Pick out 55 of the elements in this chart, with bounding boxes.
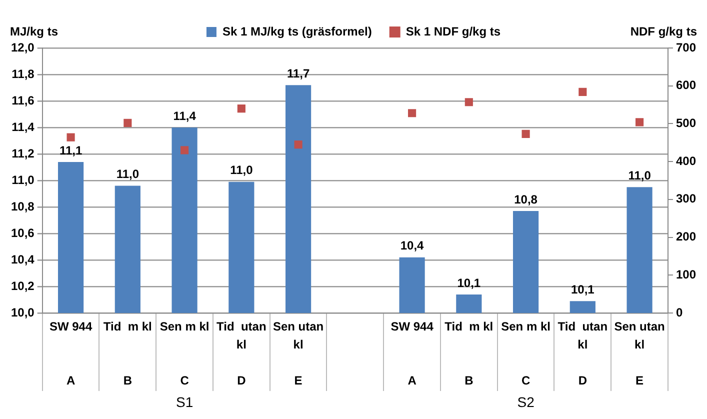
category-label: SW 944 A	[390, 319, 434, 388]
text: S1	[176, 394, 194, 410]
y2-tick-label: 200	[676, 230, 696, 244]
point	[124, 118, 132, 127]
data-label: 11,0	[628, 168, 652, 182]
y2-tick-label: 100	[676, 267, 696, 282]
point	[294, 140, 302, 149]
y2-tick-label: 500	[676, 116, 696, 130]
data-label: 10,4	[400, 238, 424, 253]
y2-axis-title: NDF g/kg ts	[630, 24, 698, 38]
data-label: 11,1	[59, 143, 82, 158]
y-tick-label: 11,6	[12, 93, 35, 108]
legend-label: Sk 1 NDF g/kg ts	[406, 24, 501, 38]
text: S2	[517, 394, 535, 410]
data-label: 11,4	[173, 108, 196, 123]
category-label: SW 944 A	[49, 319, 92, 388]
category-label: Tid m kl B	[103, 319, 152, 388]
data-label: 10,1	[457, 276, 481, 290]
data-label: 10,1	[570, 282, 595, 296]
y-tick-label: 11,2	[12, 146, 35, 160]
y2-tick-label: 700	[676, 40, 696, 54]
y2-tick-label: 400	[676, 154, 696, 168]
data-label: 11,0	[116, 167, 140, 182]
category-label: Tid utan kl D	[216, 319, 266, 388]
category-label: Sen utan kl E	[614, 319, 665, 388]
data-label: 11,7	[286, 66, 310, 80]
y-tick-label: 12,0	[10, 40, 35, 54]
y2-tick-label: 0	[676, 305, 683, 320]
y-tick-label: 10,2	[10, 278, 35, 293]
category-label: Sen m kl C	[501, 319, 550, 388]
y-tick-label: 10,6	[10, 226, 35, 240]
point	[66, 133, 75, 142]
y2-tick-label: 600	[676, 78, 696, 92]
y-tick-label: 11,0	[12, 172, 35, 187]
point	[237, 104, 246, 113]
point	[578, 88, 587, 96]
legend-label: Sk 1 MJ/kg ts (gräsformel)	[222, 24, 372, 38]
y-axis-title: MJ/kg ts	[10, 24, 58, 38]
data-label: 10,8	[514, 192, 538, 206]
point	[408, 109, 416, 118]
category-label: Sen utan kl E	[272, 319, 324, 388]
point	[464, 98, 473, 106]
point	[180, 146, 189, 154]
point	[636, 118, 644, 126]
y-tick-label: 11,8	[12, 66, 35, 81]
data-label: 11,0	[230, 163, 254, 178]
point	[522, 130, 530, 138]
y-tick-label: 10,4	[10, 252, 35, 266]
y-tick-label: 11,4	[12, 120, 35, 134]
y-tick-label: 10,8	[10, 199, 35, 214]
category-label: Sen m kl C	[160, 319, 210, 388]
y-tick-label: 10,0	[10, 305, 35, 320]
category-label: Tid utan kl D	[558, 319, 608, 388]
y2-tick-label: 300	[676, 192, 696, 206]
category-label: Tid m kl B	[444, 319, 494, 388]
